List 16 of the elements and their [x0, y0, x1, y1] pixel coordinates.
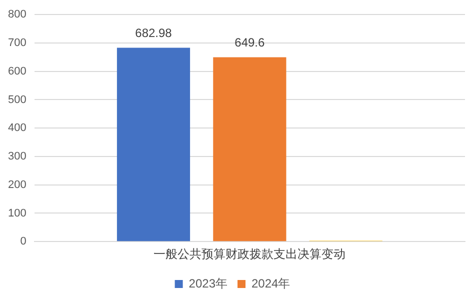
- y-tick-label: 800: [8, 8, 26, 21]
- legend-label: 2023年: [188, 276, 228, 290]
- y-tick-label: 0: [20, 236, 26, 248]
- y-tick-label: 200: [8, 178, 26, 191]
- y-tick-label: 300: [8, 150, 26, 163]
- legend-label: 2024年: [252, 276, 290, 290]
- bar: [116, 48, 190, 242]
- x-tick-label: 一般公共预算财政拨款支出决算变动: [154, 247, 346, 262]
- y-tick-label: 500: [8, 94, 26, 106]
- data-label: 649.6: [234, 36, 266, 50]
- y-tick-label: 100: [8, 207, 26, 220]
- y-tick-label: 700: [8, 37, 26, 50]
- y-tick-label: 400: [8, 122, 26, 134]
- bar: [213, 57, 286, 242]
- y-tick-label: 600: [8, 65, 26, 78]
- data-label: 682.98: [135, 26, 172, 40]
